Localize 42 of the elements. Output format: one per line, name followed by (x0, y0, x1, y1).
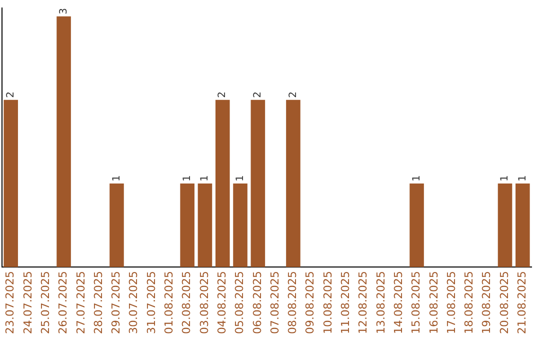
x-tick-label: 01.08.2025 (162, 271, 176, 334)
x-tick-label: 19.08.2025 (480, 271, 494, 334)
x-tick-label: 14.08.2025 (392, 271, 405, 334)
x-tick-label: 31.07.2025 (144, 271, 158, 334)
x-tick-label: 03.08.2025 (198, 271, 211, 334)
x-tick-label: 23.07.2025 (4, 271, 17, 334)
x-tick-label: 25.07.2025 (38, 271, 52, 334)
x-tick-label: 26.07.2025 (56, 271, 70, 334)
data-label: 2 (217, 92, 228, 98)
x-tick-label: 10.08.2025 (321, 271, 334, 334)
x-tick-label: 07.08.2025 (268, 271, 282, 334)
data-label: 1 (517, 175, 528, 182)
data-label: 1 (234, 175, 246, 182)
x-tick-label: 06.08.2025 (250, 271, 264, 334)
x-tick-label: 30.07.2025 (127, 271, 140, 334)
x-tick-label: 28.07.2025 (92, 271, 105, 334)
data-label: 1 (500, 175, 511, 182)
x-tick-label: 04.08.2025 (215, 271, 228, 334)
x-tick-label: 24.07.2025 (21, 271, 34, 334)
data-label: 2 (5, 92, 16, 98)
data-label: 1 (411, 175, 422, 182)
x-tick-label: 17.08.2025 (444, 271, 458, 334)
x-tick-label: 21.08.2025 (516, 271, 529, 334)
x-tick-label: 27.07.2025 (74, 271, 88, 334)
x-tick-label: 12.08.2025 (356, 271, 370, 334)
x-tick-label: 05.08.2025 (233, 271, 246, 334)
x-tick-label: 20.08.2025 (498, 271, 511, 334)
data-label: 3 (58, 8, 70, 14)
x-tick-label: 15.08.2025 (410, 271, 423, 334)
x-tick-label: 29.07.2025 (110, 271, 123, 334)
x-tick-label: 09.08.2025 (304, 271, 317, 334)
data-label: 1 (111, 175, 122, 182)
x-tick-label: 08.08.2025 (286, 271, 300, 334)
x-tick-label: 13.08.2025 (374, 271, 388, 334)
data-label: 1 (200, 175, 211, 182)
x-tick-label: 18.08.2025 (462, 271, 476, 334)
data-label: 1 (182, 175, 193, 182)
data-label: 2 (288, 92, 299, 98)
x-tick-label: 02.08.2025 (180, 271, 194, 334)
data-label: 2 (252, 92, 264, 98)
x-tick-label: 11.08.2025 (339, 271, 352, 334)
x-tick-label: 16.08.2025 (427, 271, 440, 334)
